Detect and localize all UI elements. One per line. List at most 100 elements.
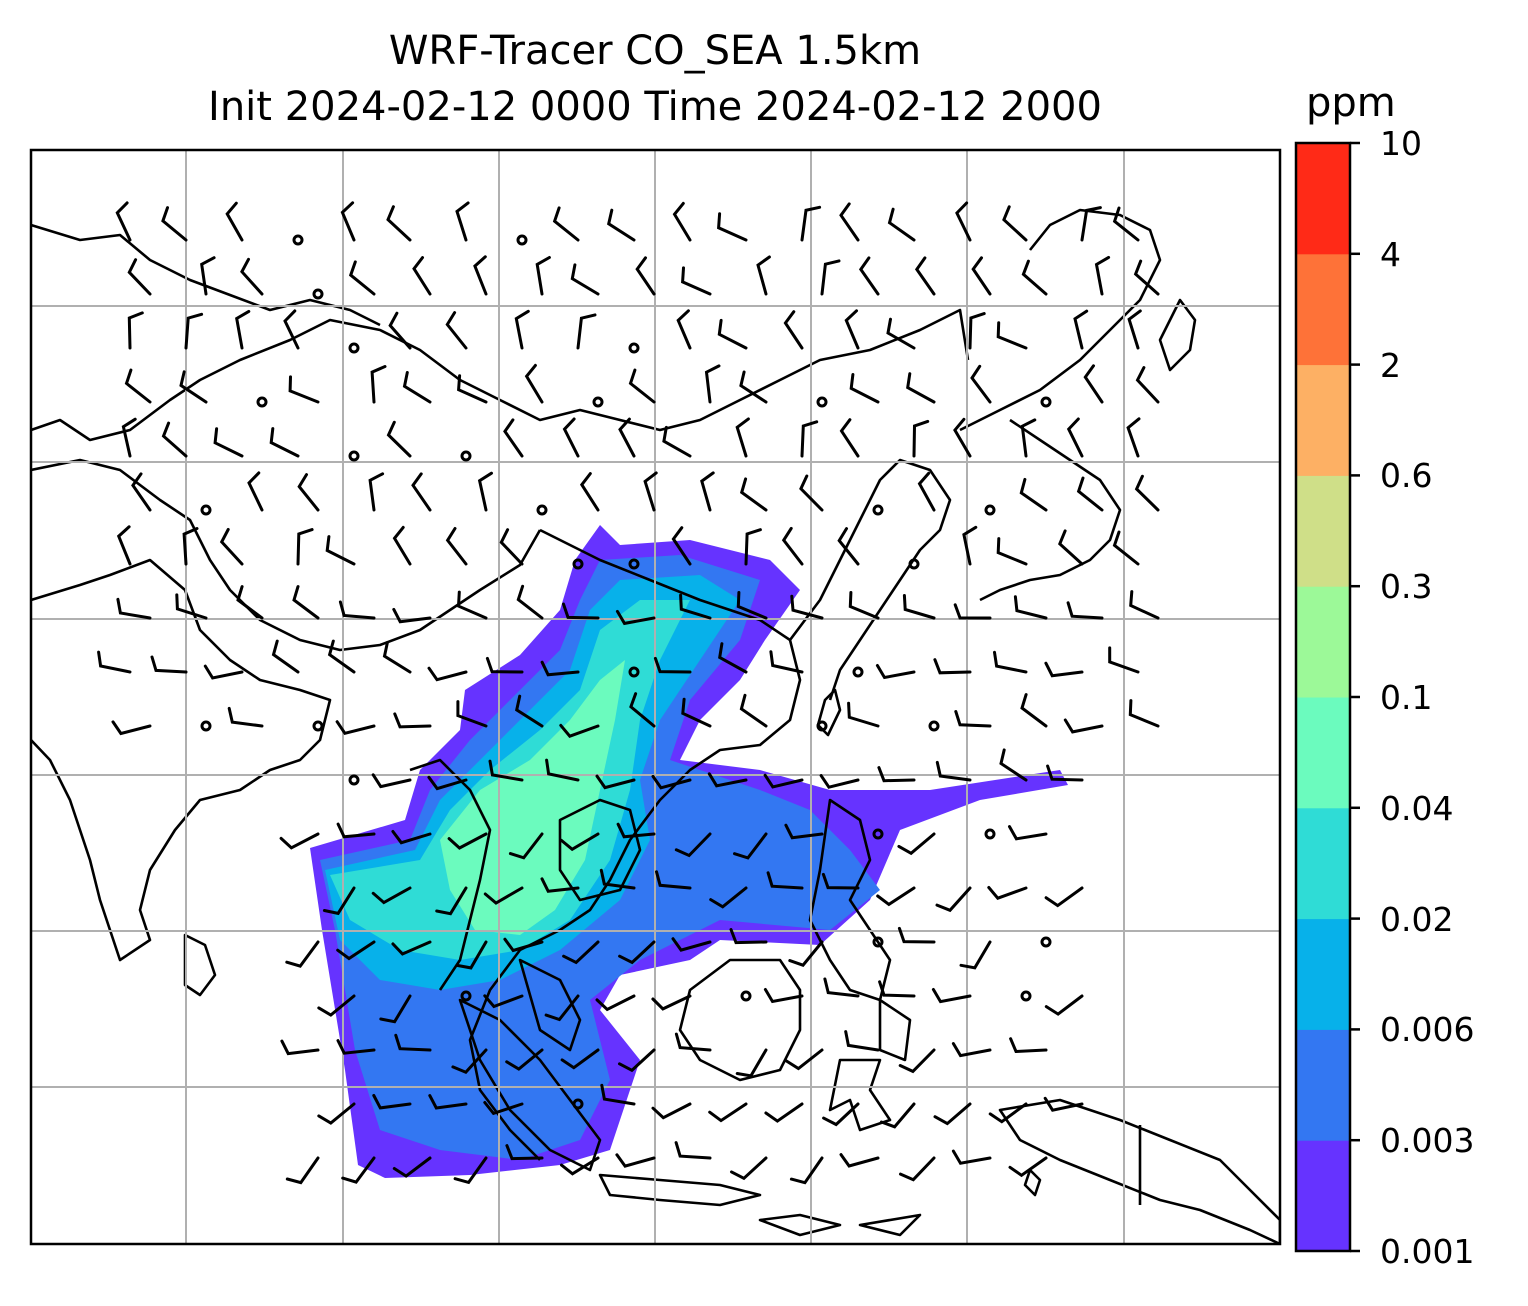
wind-barb (445, 311, 468, 350)
wind-barb (968, 312, 986, 350)
wind-barb (618, 940, 656, 965)
wind-barb (279, 832, 320, 850)
calm-wind-marker (200, 504, 212, 516)
calm-wind-marker (872, 936, 884, 948)
wind-barb (1002, 205, 1028, 242)
wind-barb (456, 700, 488, 728)
calm-wind-marker (928, 720, 940, 732)
wind-barb (1135, 366, 1160, 404)
calm-wind-marker (628, 666, 640, 678)
wind-barb (643, 471, 658, 512)
wind-barb (292, 585, 320, 620)
wind-barb (769, 650, 804, 674)
calm-wind-marker (348, 342, 360, 354)
wind-barb (1127, 309, 1142, 350)
wind-barb (823, 977, 860, 998)
colorbar-tick-label: 4 (1380, 234, 1401, 274)
wind-barb (283, 309, 300, 350)
colorbar-tick-label: 0.001 (1380, 1232, 1475, 1271)
wind-barb (615, 1153, 656, 1168)
wind-barb (483, 1101, 524, 1116)
wind-barb (788, 940, 824, 967)
calm-wind-marker (256, 396, 268, 408)
wind-barb (739, 370, 768, 404)
wind-barb (651, 994, 692, 1011)
wind-barb (182, 527, 199, 566)
wind-barb (579, 472, 600, 512)
wind-barb (708, 1102, 748, 1123)
calm-wind-marker (572, 558, 584, 570)
wind-barb (800, 420, 819, 458)
wind-barb (483, 886, 524, 905)
wind-barb (899, 1156, 936, 1182)
wind-barb (540, 877, 580, 893)
wind-barb (1108, 646, 1140, 674)
wind-barb (954, 710, 992, 728)
wind-barb (371, 886, 412, 905)
wind-barb (227, 706, 264, 728)
wind-barb (674, 832, 712, 858)
wind-barb (325, 535, 356, 566)
wind-barb (876, 886, 916, 907)
colorbar-tick-label: 0.04 (1380, 788, 1454, 828)
wind-barb (897, 832, 936, 856)
wind-barb (839, 418, 860, 458)
wind-barb (368, 472, 385, 512)
wind-barb (1044, 661, 1084, 678)
wind-barb (570, 263, 600, 296)
colorbar-tick-label: 0.1 (1380, 678, 1433, 717)
colorbar-tick-label: 0.02 (1380, 899, 1454, 939)
wind-barb (615, 609, 656, 626)
wind-barb (1021, 259, 1048, 296)
wind-barb (296, 528, 314, 566)
wind-barb (988, 1102, 1028, 1124)
wind-barb (219, 528, 244, 566)
colorbar-band (1296, 364, 1350, 476)
wind-barb (616, 822, 656, 839)
wind-barb (97, 650, 132, 674)
wind-barb (412, 256, 432, 296)
wind-barb (651, 1102, 692, 1120)
colorbar-band (1296, 1140, 1350, 1252)
wind-barb (858, 256, 880, 296)
wind-barb (1126, 417, 1141, 458)
wind-barb (1112, 206, 1140, 242)
calm-wind-marker (740, 990, 752, 1002)
wind-barb (503, 418, 524, 458)
colorbar (1294, 141, 1360, 1253)
wind-barb (336, 940, 376, 961)
wind-barb (595, 994, 636, 1012)
wind-barb (951, 1149, 992, 1165)
wind-barb (674, 1032, 712, 1052)
colorbar-tick-label: 0.3 (1380, 567, 1433, 607)
wind-barb (392, 1156, 432, 1178)
wind-barb (127, 311, 144, 350)
wind-barb (477, 471, 493, 512)
wind-barb (951, 1042, 992, 1058)
wind-barb (763, 988, 804, 1004)
wind-barb (240, 257, 264, 296)
calm-wind-marker (516, 234, 528, 246)
wind-barb (618, 417, 636, 458)
wind-barb (839, 202, 860, 242)
wind-barb (681, 266, 712, 296)
wind-barb (784, 823, 824, 840)
colorbar-band (1296, 143, 1350, 255)
calm-wind-marker (312, 720, 324, 732)
wind-barb (1013, 595, 1048, 620)
wind-barb (599, 868, 636, 890)
wind-barb (1063, 718, 1104, 734)
wind-barb (1009, 1037, 1048, 1054)
wind-barb (628, 368, 656, 404)
wind-barb (819, 774, 860, 789)
calm-wind-marker (292, 234, 304, 246)
wind-barb (515, 694, 544, 728)
wind-barb (953, 417, 972, 458)
wind-barb (766, 871, 804, 890)
wind-barb (674, 1141, 712, 1160)
wind-barb (790, 594, 824, 620)
wind-barb (428, 1094, 468, 1110)
wind-barb (505, 1048, 544, 1071)
wind-barb (451, 1048, 488, 1074)
colorbar-band (1296, 1029, 1350, 1141)
